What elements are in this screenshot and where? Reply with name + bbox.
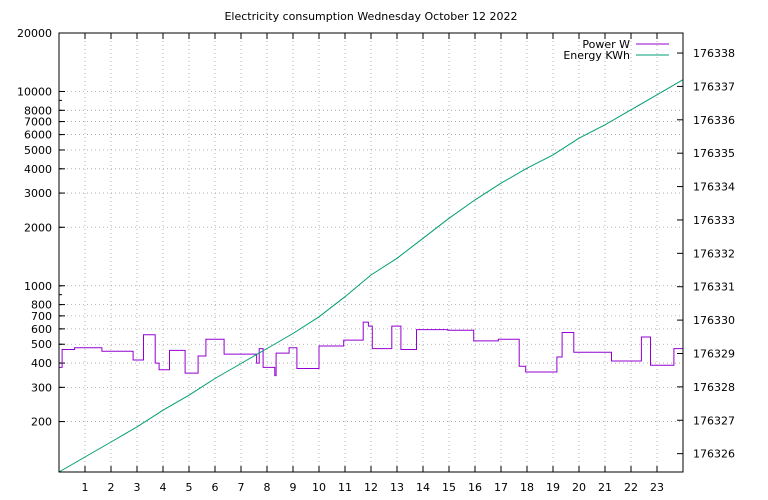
legend: Power W Energy KWh: [563, 38, 669, 62]
y-left-tick-label: 4000: [24, 163, 52, 176]
y-left-tick-label: 500: [31, 338, 52, 351]
y-left-tick-label: 6000: [24, 129, 52, 142]
legend-power-label: Power W: [582, 38, 630, 51]
x-tick-label: 8: [264, 481, 271, 494]
y-left-tick-label: 700: [31, 310, 52, 323]
y-left-tick-label: 3000: [24, 187, 52, 200]
y-right-tick-label: 176338: [693, 47, 735, 60]
y-left-tick-label: 20000: [17, 27, 52, 40]
y-right-tick-label: 176337: [693, 80, 735, 93]
y-right-tick-label: 176335: [693, 147, 735, 160]
y-left-tick-label: 300: [31, 381, 52, 394]
energy-series-line: [58, 79, 684, 473]
y-left-tick-label: 800: [31, 299, 52, 312]
x-tick-label: 10: [312, 481, 326, 494]
y-right-tick-label: 176334: [693, 181, 735, 194]
y-left-tick-label: 5000: [24, 144, 52, 157]
x-tick-label: 16: [468, 481, 482, 494]
x-tick-label: 22: [624, 481, 638, 494]
y-right-tick-label: 176333: [693, 214, 735, 227]
x-tick-label: 21: [598, 481, 612, 494]
x-tick-label: 7: [238, 481, 245, 494]
y-right-axis-labels: 176326 176327 176328 176329 176330 176331 1763…: [693, 47, 735, 461]
x-tick-label: 13: [390, 481, 404, 494]
plot-lines: [58, 79, 684, 473]
y-left-tick-label: 600: [31, 323, 52, 336]
y-left-tick-label: 1000: [24, 280, 52, 293]
power-series-line: [59, 321, 684, 377]
y-right-tick-label: 176332: [693, 247, 735, 260]
plot-frame: [58, 32, 684, 473]
y-left-tick-label: 400: [31, 357, 52, 370]
x-tick-label: 19: [546, 481, 560, 494]
y-right-tick-label: 176326: [693, 448, 735, 461]
x-tick-label: 9: [290, 481, 297, 494]
y-right-tick-label: 176329: [693, 347, 735, 360]
x-axis-labels: 1 2 3 4 5 6 7 8 9 10 11 12 13 14 15 16 17 18 19 20 21 22 23: [82, 481, 665, 494]
x-tick-label: 4: [160, 481, 167, 494]
y-left-tick-label: 10000: [17, 85, 52, 98]
y-left-tick-label: 2000: [24, 221, 52, 234]
y-right-tick-label: 176336: [693, 114, 735, 127]
y-right-tick-label: 176328: [693, 381, 735, 394]
legend-energy-label: Energy KWh: [563, 49, 630, 62]
x-tick-label: 14: [416, 481, 430, 494]
x-tick-label: 2: [108, 481, 115, 494]
x-tick-label: 11: [338, 481, 352, 494]
x-tick-label: 18: [520, 481, 534, 494]
x-tick-label: 1: [82, 481, 89, 494]
x-tick-label: 6: [212, 481, 219, 494]
x-tick-label: 17: [494, 481, 508, 494]
grid: [59, 33, 683, 472]
x-tick-label: 15: [442, 481, 456, 494]
y-left-tick-label: 200: [31, 416, 52, 429]
x-tick-label: 20: [572, 481, 586, 494]
x-tick-label: 12: [364, 481, 378, 494]
y-left-tick-label: 7000: [24, 116, 52, 129]
x-tick-label: 23: [650, 481, 664, 494]
y-right-tick-label: 176331: [693, 281, 735, 294]
y-left-tick-label: 8000: [24, 104, 52, 117]
y-right-tick-label: 176327: [693, 414, 735, 427]
chart-title: Electricity consumption Wednesday Octobe…: [224, 10, 517, 23]
y-right-tick-label: 176330: [693, 314, 735, 327]
x-tick-label: 3: [134, 481, 141, 494]
axis-ticks: [59, 32, 683, 472]
x-tick-label: 5: [186, 481, 193, 494]
